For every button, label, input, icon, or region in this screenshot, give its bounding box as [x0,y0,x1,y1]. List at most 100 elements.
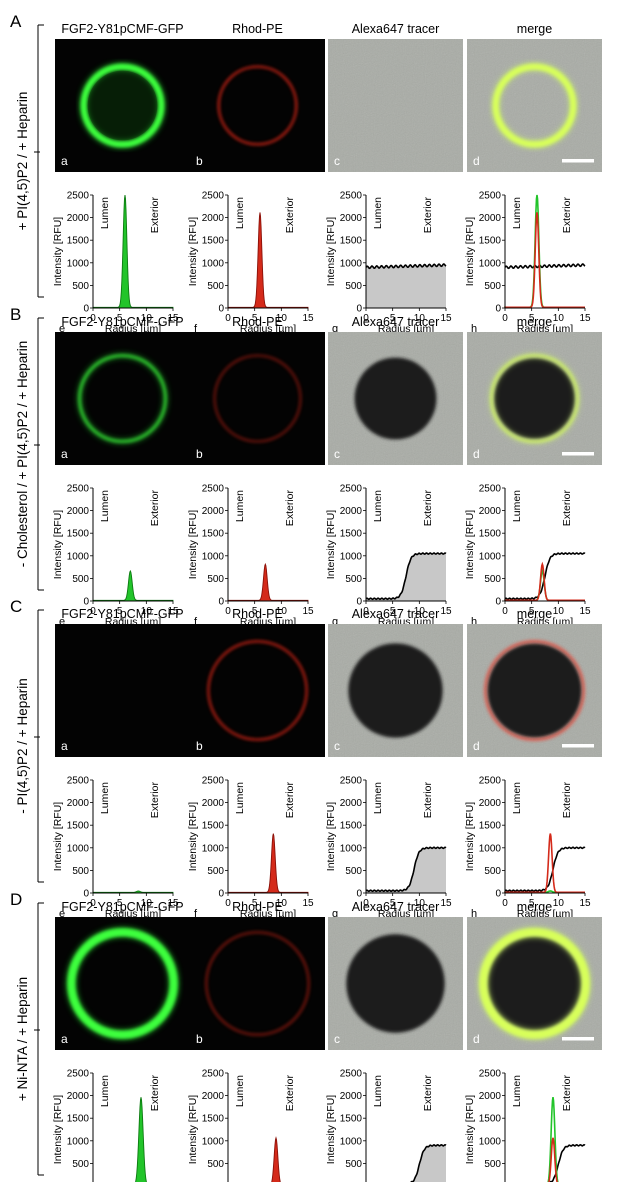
panel-letter: D [10,890,22,909]
column-header: merge [517,22,552,36]
lumen-label: Lumen [372,490,384,522]
lumen-label: Lumen [511,1075,523,1107]
micrograph-merge: d [467,917,602,1050]
column-header: FGF2-Y81pCMF-GFP [61,315,183,329]
rhod-ring [217,65,298,146]
column-header: Rhod-PE [232,607,283,621]
dark-lumen [348,643,443,738]
image-letter: d [473,739,480,753]
y-tick-label: 2000 [340,506,363,517]
lumen-label: Lumen [99,782,111,814]
image-letter: c [334,1032,340,1046]
column-header: Alexa647 tracer [352,315,440,329]
lumen-label: Lumen [99,490,111,522]
y-tick-label: 1500 [67,1114,90,1125]
tracer-line [549,1143,586,1182]
plot-letter: f [194,323,198,335]
rhod-ring [205,931,310,1036]
dark-lumen [487,643,582,738]
lumen-label: Lumen [234,1075,246,1107]
y-tick-label: 2500 [479,776,502,787]
y-tick-label: 1000 [340,551,363,562]
lumen-label: Lumen [511,490,523,522]
image-letter: c [334,154,340,168]
x-tick-label: 15 [440,313,452,324]
y-tick-label: 1500 [479,1114,502,1125]
y-tick-label: 2000 [340,213,363,224]
image-noise [467,39,602,172]
y-tick-label: 500 [207,281,224,292]
condition-label: + PI(4,5)P2 / + Heparin [15,92,30,231]
y-tick-label: 1500 [67,529,90,540]
x-tick-label: 10 [553,898,565,909]
column-header: merge [517,900,552,914]
y-tick-label: 0 [83,889,89,900]
y-axis-label: Intensity [RFU] [187,217,199,287]
y-tick-label: 1000 [479,551,502,562]
plot-gfp: Intensity [RFU] 0 500 1000 1500 2000 2500 0 5 10 1… [52,484,179,629]
y-tick-label: 1500 [479,529,502,540]
y-tick-label: 500 [207,866,224,877]
x-tick-label: 0 [363,606,369,617]
y-tick-label: 500 [72,574,89,585]
x-tick-label: 0 [225,313,231,324]
image-letter: a [61,1032,68,1046]
y-tick-label: 1000 [340,843,363,854]
y-tick-label: 0 [495,304,501,315]
y-tick-label: 1500 [67,236,90,247]
x-tick-label: 10 [553,606,565,617]
image-background [55,917,190,1050]
y-tick-label: 500 [484,574,501,585]
plot-merge: Intensity [RFU]0500100015002000250005101… [464,1069,586,1182]
x-tick-label: 5 [252,606,258,617]
y-tick-label: 2500 [479,1069,502,1080]
plot-letter: f [194,616,198,628]
exterior-label: Exterior [422,1075,434,1112]
y-tick-label: 1000 [202,551,225,562]
scale-bar [562,1037,594,1041]
lumen-label: Lumen [511,197,523,229]
y-tick-label: 0 [356,597,362,608]
condition-label: + Ni-NTA / + Heparin [15,977,30,1101]
plot-gfp: Intensity [RFU] 0 500 1000 1500 2000 2500 0 5 10 1… [52,776,179,921]
y-tick-label: 2500 [340,484,363,495]
image-letter: b [196,739,203,753]
y-tick-label: 0 [83,304,89,315]
x-tick-label: 15 [302,606,314,617]
x-tick-label: 0 [90,898,96,909]
y-tick-label: 1000 [67,843,90,854]
tracer-line [504,263,586,270]
x-tick-label: 5 [390,313,396,324]
intensity-peak [92,890,174,894]
x-tick-label: 15 [302,313,314,324]
tracer-area [366,847,446,893]
y-tick-label: 1500 [479,821,502,832]
gfp-ring [490,354,579,443]
y-axis-label: Intensity [RFU] [52,217,64,287]
x-tick-label: 0 [502,898,508,909]
lumen-label: Lumen [234,197,246,229]
micrograph-tracer: c [328,332,463,465]
x-tick-label: 5 [252,313,258,324]
y-tick-label: 1000 [202,843,225,854]
y-axis-label: Intensity [RFU] [52,802,64,872]
image-letter: d [473,447,480,461]
image-letter: d [473,1032,480,1046]
micrograph-gfp: a [55,39,190,172]
image-letter: c [334,447,340,461]
micrograph-tracer: c [328,39,463,172]
x-tick-label: 5 [390,606,396,617]
x-tick-label: 10 [414,898,426,909]
column-header: Rhod-PE [232,900,283,914]
plot-letter: e [59,323,65,335]
y-tick-label: 1000 [202,1136,225,1147]
scale-bar [562,744,594,748]
plot-rhod: Intensity [RFU] 0 500 1000 1500 2000 2500 0 5 10 1… [187,191,314,336]
lumen-label: Lumen [372,1075,384,1107]
tracer-line [504,552,586,601]
exterior-label: Exterior [561,1075,573,1112]
y-tick-label: 0 [218,889,224,900]
x-tick-label: 10 [414,606,426,617]
x-tick-label: 0 [90,313,96,324]
y-tick-label: 2500 [202,1069,225,1080]
